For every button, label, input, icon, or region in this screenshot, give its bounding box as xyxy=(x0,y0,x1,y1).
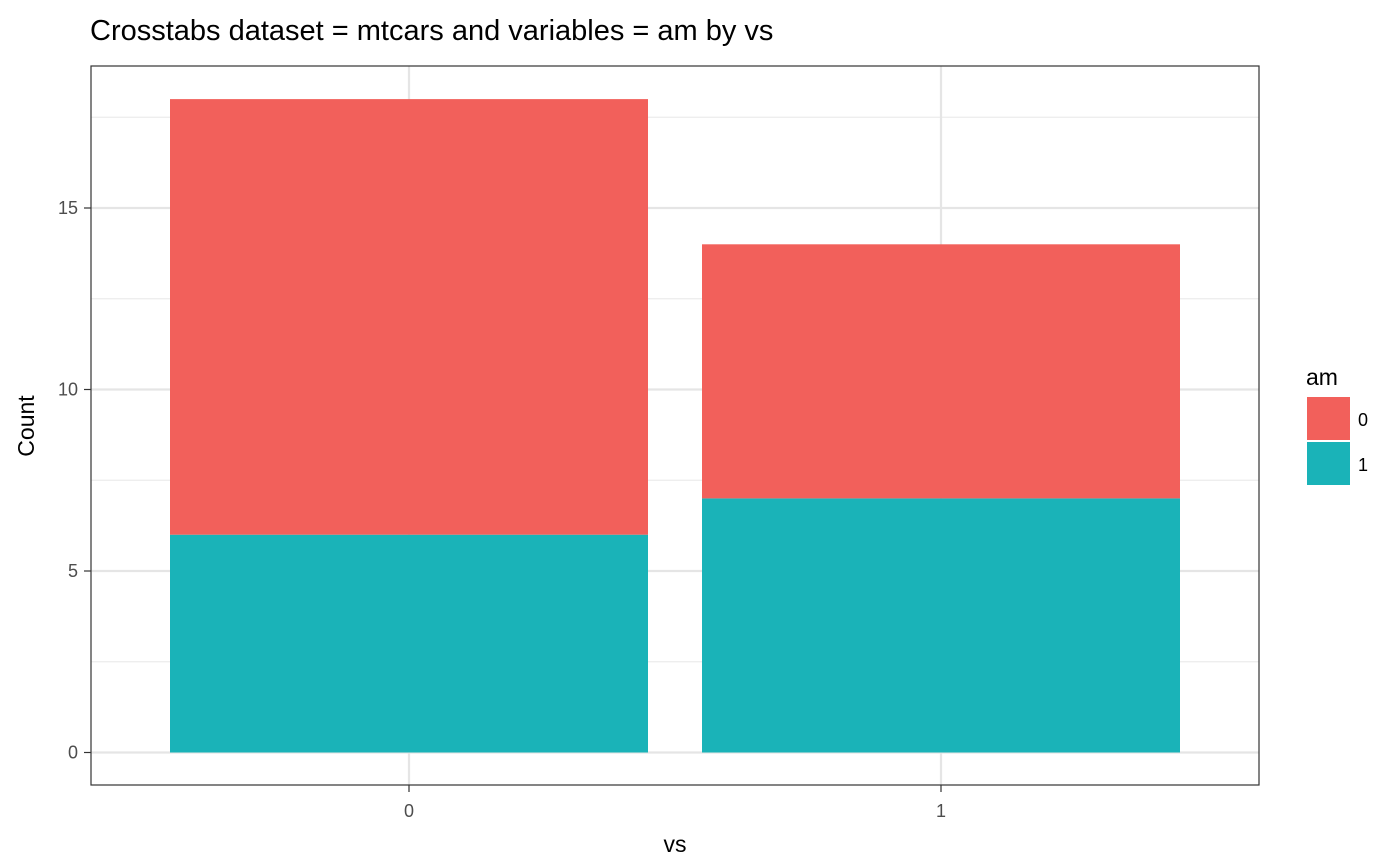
y-tick-label: 15 xyxy=(58,198,78,218)
y-tick-label: 0 xyxy=(68,743,78,763)
plot-panel-border xyxy=(90,65,1260,786)
chart-title: Crosstabs dataset = mtcars and variables… xyxy=(90,15,773,47)
bar-vs-1-am-1 xyxy=(702,498,1180,753)
legend: am 0 1 xyxy=(1306,364,1368,485)
bar-vs-1-am-0 xyxy=(702,244,1180,499)
x-tick-label: 0 xyxy=(404,801,414,821)
y-tick-label: 10 xyxy=(58,380,78,400)
legend-title: am xyxy=(1306,364,1338,390)
legend-label-1: 1 xyxy=(1358,455,1368,475)
bars xyxy=(170,99,1180,753)
y-axis: 0 5 10 15 xyxy=(58,198,91,763)
x-tick-label: 1 xyxy=(936,801,946,821)
y-axis-title: Count xyxy=(13,395,39,457)
legend-label-0: 0 xyxy=(1358,410,1368,430)
bar-vs-0-am-0 xyxy=(170,99,648,535)
legend-key-1 xyxy=(1307,442,1350,485)
y-tick-label: 5 xyxy=(68,561,78,581)
legend-key-0 xyxy=(1307,397,1350,440)
x-axis-title: vs xyxy=(664,831,687,857)
bar-vs-0-am-1 xyxy=(170,534,648,753)
